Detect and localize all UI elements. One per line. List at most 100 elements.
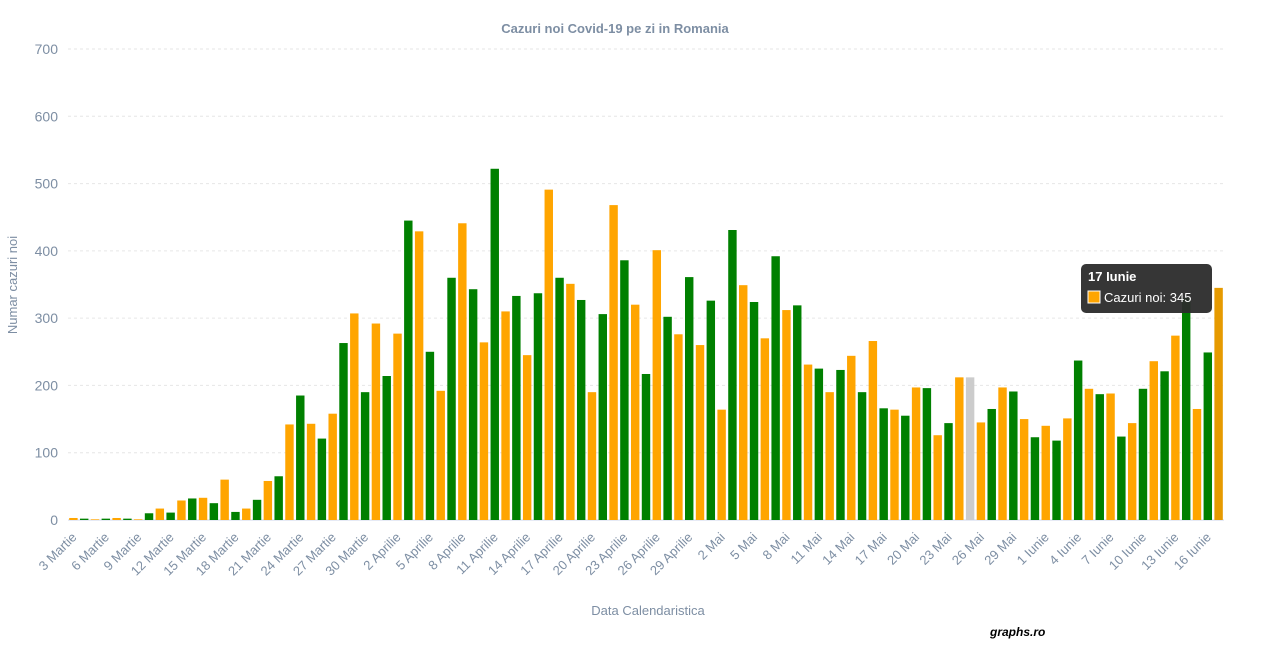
bar[interactable] [1106, 393, 1115, 520]
bar[interactable] [198, 497, 208, 520]
bar[interactable] [274, 476, 283, 520]
bar[interactable] [242, 508, 251, 520]
bar[interactable] [803, 364, 813, 520]
bar[interactable] [609, 205, 618, 521]
bar[interactable] [1073, 360, 1083, 520]
bar[interactable] [728, 229, 737, 520]
bar[interactable] [544, 189, 553, 520]
bar[interactable] [285, 424, 294, 520]
bar[interactable] [252, 499, 262, 520]
bar[interactable] [350, 313, 359, 520]
bar[interactable] [425, 351, 435, 520]
bar[interactable] [522, 355, 532, 520]
bar[interactable] [749, 301, 759, 520]
bar[interactable] [166, 512, 175, 520]
bar[interactable] [468, 289, 478, 520]
bar[interactable] [652, 250, 662, 521]
bar[interactable] [814, 368, 824, 520]
bar[interactable] [987, 408, 996, 520]
bar[interactable] [436, 390, 445, 520]
bar[interactable] [123, 518, 132, 520]
bar[interactable] [998, 387, 1007, 520]
bar[interactable] [717, 409, 726, 520]
bar[interactable] [685, 277, 694, 520]
bar[interactable] [371, 323, 381, 520]
bar[interactable] [339, 343, 348, 520]
bar[interactable] [566, 283, 575, 520]
bar[interactable] [836, 369, 845, 520]
bar[interactable] [1160, 371, 1169, 520]
bar[interactable] [414, 231, 424, 520]
bar[interactable] [209, 503, 219, 520]
bar[interactable] [1019, 419, 1029, 520]
bar[interactable] [306, 423, 316, 520]
bar[interactable] [771, 256, 780, 520]
bar[interactable] [1063, 418, 1072, 520]
bar[interactable] [901, 415, 910, 520]
bar[interactable] [739, 285, 748, 520]
bar[interactable] [188, 498, 197, 520]
bar[interactable] [793, 305, 802, 520]
bar[interactable] [576, 299, 586, 520]
bar[interactable] [760, 338, 770, 520]
bar[interactable] [965, 377, 975, 520]
bar[interactable] [1149, 361, 1158, 520]
bar[interactable] [1041, 425, 1050, 520]
bar[interactable] [1030, 437, 1040, 520]
bar[interactable] [695, 345, 705, 520]
bar[interactable] [1127, 423, 1137, 520]
bar[interactable] [587, 392, 597, 520]
bar[interactable] [1192, 408, 1202, 520]
bar[interactable] [231, 511, 240, 520]
bar[interactable] [296, 395, 305, 520]
bar[interactable] [922, 388, 932, 520]
bar[interactable] [555, 277, 564, 520]
bar[interactable] [512, 295, 521, 520]
bar[interactable] [620, 260, 629, 520]
bar[interactable] [134, 519, 143, 520]
bar[interactable] [955, 377, 964, 520]
bar[interactable] [382, 376, 391, 520]
bar[interactable] [263, 480, 273, 520]
bar[interactable] [1171, 335, 1180, 520]
bar[interactable] [1138, 388, 1148, 520]
bar[interactable] [490, 168, 499, 521]
bar[interactable] [447, 277, 456, 520]
bar[interactable] [825, 392, 834, 520]
bar[interactable] [857, 392, 867, 520]
bar[interactable] [533, 293, 543, 520]
bar[interactable] [79, 518, 89, 520]
bar[interactable] [674, 334, 683, 520]
bar[interactable] [360, 392, 370, 520]
bar[interactable] [155, 508, 165, 520]
bar[interactable] [404, 220, 413, 521]
bar[interactable] [1203, 352, 1213, 520]
bar[interactable] [1009, 391, 1018, 520]
bar[interactable] [598, 314, 607, 520]
bar[interactable] [90, 519, 100, 520]
bar[interactable] [933, 435, 942, 520]
bar[interactable] [782, 310, 791, 520]
bar[interactable] [890, 409, 899, 520]
bar[interactable] [630, 304, 640, 520]
bar[interactable] [112, 517, 121, 520]
bar[interactable] [317, 438, 327, 520]
bar[interactable] [1214, 287, 1223, 520]
bar[interactable] [1117, 436, 1126, 520]
bar[interactable] [641, 373, 651, 520]
bar[interactable] [220, 479, 229, 520]
bar[interactable] [328, 413, 337, 520]
bar[interactable] [101, 518, 111, 520]
bar[interactable] [847, 355, 856, 520]
bar[interactable] [663, 316, 672, 520]
bar[interactable] [144, 513, 154, 520]
bar[interactable] [1095, 394, 1104, 520]
bar[interactable] [458, 223, 467, 520]
bar[interactable] [976, 422, 986, 520]
bar[interactable] [944, 423, 953, 520]
bar[interactable] [1084, 388, 1094, 520]
bar[interactable] [177, 500, 186, 520]
bar[interactable] [868, 341, 878, 520]
bar[interactable] [879, 408, 888, 520]
bar[interactable] [69, 517, 78, 520]
